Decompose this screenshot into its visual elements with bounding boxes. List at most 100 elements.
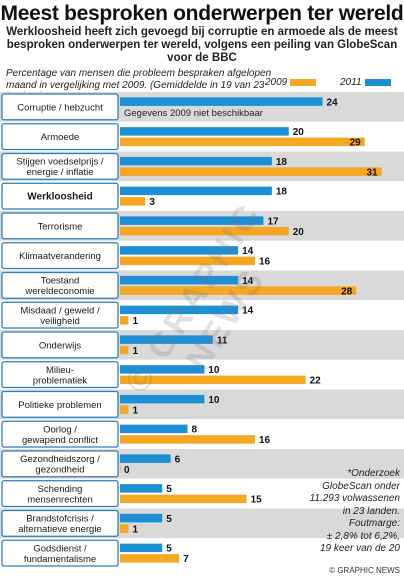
bar-2011 — [120, 513, 163, 523]
category-label: Onderwijs — [39, 340, 81, 351]
chart-row: Gezondheidszorg /gezondheid 6 0 — [0, 449, 404, 479]
data-label-2009: 16 — [259, 257, 271, 268]
chart-subtitle: Werkloosheid heeft zich gevoegd bij corr… — [6, 26, 398, 64]
data-label-2011: 5 — [166, 484, 172, 495]
category-label: energie / inflatie — [26, 167, 93, 178]
category-label: veiligheid — [40, 316, 80, 327]
chart-row: Onderwijs 111 — [0, 330, 404, 360]
category-label: Gezondheidszorg / — [20, 454, 100, 465]
category-label: Oorlog / — [43, 424, 77, 435]
category-label-box — [1, 420, 119, 448]
category-label-box — [1, 361, 119, 389]
bar-2011 — [120, 186, 272, 196]
legend-2009-swatch — [290, 79, 317, 86]
category-label: Schending — [38, 484, 83, 495]
category-label: Klimaatverandering — [19, 251, 101, 262]
chart-row: Armoede 20 29 — [0, 121, 404, 152]
footnote-line: GlobeScan onder — [322, 480, 400, 492]
category-label: Misdaad / geweld / — [20, 305, 100, 316]
category-label: Toestand — [41, 276, 80, 287]
data-label-2011: 8 — [192, 425, 198, 436]
bar-2009 — [120, 464, 121, 474]
footnote-line: 19 keer van de 20 — [319, 543, 400, 554]
data-label-2009: 15 — [251, 495, 263, 506]
data-label-2011: 14 — [242, 246, 254, 257]
category-label-box — [1, 390, 119, 418]
bar-2011 — [120, 424, 188, 434]
bar-2011 — [120, 454, 171, 463]
bar-2011 — [120, 543, 163, 553]
category-label: Terrorisme — [38, 221, 83, 232]
data-label-2011: 14 — [242, 306, 254, 317]
data-label-2009: 3 — [149, 197, 155, 208]
chart-row: Milieu-problematiek 10 22 — [0, 359, 404, 390]
bar-2011 — [120, 97, 323, 106]
data-label-2011: 24 — [327, 97, 339, 108]
bar-2011 — [120, 484, 163, 493]
category-label-box — [1, 331, 119, 359]
bar-2009 — [120, 435, 255, 444]
bar-2009 — [120, 226, 289, 236]
legend-2011-label: 2011 — [340, 77, 362, 88]
chart-row: Politieke problemen 10 1 — [0, 389, 404, 420]
category-label-box — [1, 480, 119, 508]
category-label-box — [1, 509, 119, 537]
category-label: Corruptie / hebzucht — [17, 102, 103, 113]
data-label-2009: 28 — [341, 286, 353, 297]
chart-title: Meest besproken onderwerpen ter wereld — [0, 2, 404, 25]
bar-2009 — [120, 524, 129, 533]
data-label-2009: 0 — [124, 465, 130, 476]
footnote-line: *Onderzoek — [347, 468, 400, 479]
legend-2009: 2009 — [265, 77, 317, 88]
category-label: wereldeconomie — [24, 286, 94, 297]
chart-row: Klimaatverandering 14 16 — [0, 240, 404, 271]
category-label: gewapend conflict — [22, 435, 98, 446]
category-label: Armoede — [41, 132, 80, 143]
bar-2011 — [120, 335, 213, 344]
category-label: fundamentalisme — [24, 554, 96, 565]
legend-2011: 2011 — [340, 77, 391, 88]
category-label-box — [1, 123, 119, 151]
footnote-line: ± 2,8% tot 6,2%, — [326, 530, 400, 542]
data-label-2011: 18 — [276, 157, 288, 168]
data-label-2011: 10 — [208, 395, 220, 406]
category-label-box — [1, 301, 119, 329]
data-label-2011: 20 — [293, 127, 305, 138]
data-label-2011: 10 — [208, 365, 220, 376]
category-label: Stijgen voedselprijs / — [16, 157, 103, 168]
chart-row: Werkloosheid 18 3 — [0, 181, 404, 211]
bar-2009 — [120, 345, 129, 355]
legend-2009-label: 2009 — [265, 77, 288, 88]
footnote-line: Foutmarge: — [348, 518, 400, 529]
category-label: gezondheid — [35, 465, 84, 476]
data-label-2009: 16 — [259, 435, 271, 446]
chart-row: Godsdienst /fundamentalisme 57 — [0, 538, 404, 568]
category-label-box — [1, 152, 119, 180]
bar-2011 — [120, 127, 289, 136]
category-label-box — [1, 242, 119, 270]
data-label-2009: 20 — [293, 227, 305, 238]
bar-2009 — [120, 405, 129, 414]
missing-data-note: Gegevens 2009 niet beschikbaar — [124, 108, 263, 119]
bar-2011 — [120, 365, 205, 374]
category-label: Godsdienst / — [33, 543, 87, 554]
footnote-line: 11.293 volwassenen — [309, 493, 400, 504]
bar-2011 — [120, 305, 239, 315]
data-label-2011: 17 — [267, 216, 279, 227]
legend-2011-swatch — [364, 79, 391, 86]
data-label-2011: 5 — [166, 544, 172, 555]
bar-2011 — [120, 216, 264, 225]
data-label-2011: 18 — [276, 187, 288, 198]
category-label-box — [1, 539, 119, 567]
footnote-line: in 23 landen. — [342, 505, 400, 517]
data-label-2009: 1 — [132, 346, 138, 357]
chart-row: Oorlog /gewapend conflict 8 16 — [0, 419, 404, 449]
data-label-2009: 31 — [366, 167, 378, 178]
category-label-box — [1, 93, 119, 121]
category-label: Politieke problemen — [18, 400, 101, 411]
data-label-2011: 6 — [175, 454, 181, 465]
bar-2011 — [120, 156, 272, 166]
